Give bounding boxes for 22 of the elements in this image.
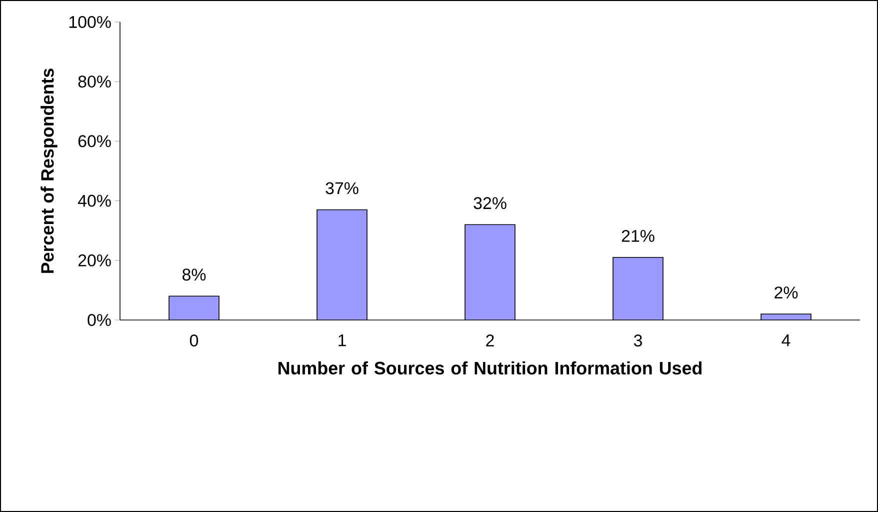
y-tick-label: 80%: [78, 76, 111, 88]
x-axis-title: Number of Sources of Nutrition Information Used: [278, 361, 702, 374]
bar: [613, 257, 664, 320]
data-label: 37%: [326, 182, 358, 194]
bar: [169, 296, 220, 320]
data-label: 21%: [622, 230, 654, 242]
y-tick-label: 40%: [78, 194, 111, 207]
y-tick-label: 100%: [69, 16, 111, 28]
data-label: 32%: [474, 197, 506, 210]
y-tick-label: 60%: [78, 135, 111, 148]
x-tick-label: 3: [634, 334, 642, 347]
y-axis-title: Percent of Respondents: [40, 68, 58, 273]
x-tick-label: 4: [782, 334, 790, 346]
y-tick-label: 0%: [88, 314, 111, 326]
x-tick-label: 1: [338, 334, 346, 346]
x-tick-label: 0: [190, 334, 198, 347]
data-label: 2%: [774, 286, 798, 298]
bar: [465, 224, 516, 320]
bar: [317, 210, 368, 320]
y-tick-label: 20%: [78, 254, 111, 266]
data-label: 8%: [182, 268, 206, 281]
x-tick-label: 2: [486, 334, 494, 346]
